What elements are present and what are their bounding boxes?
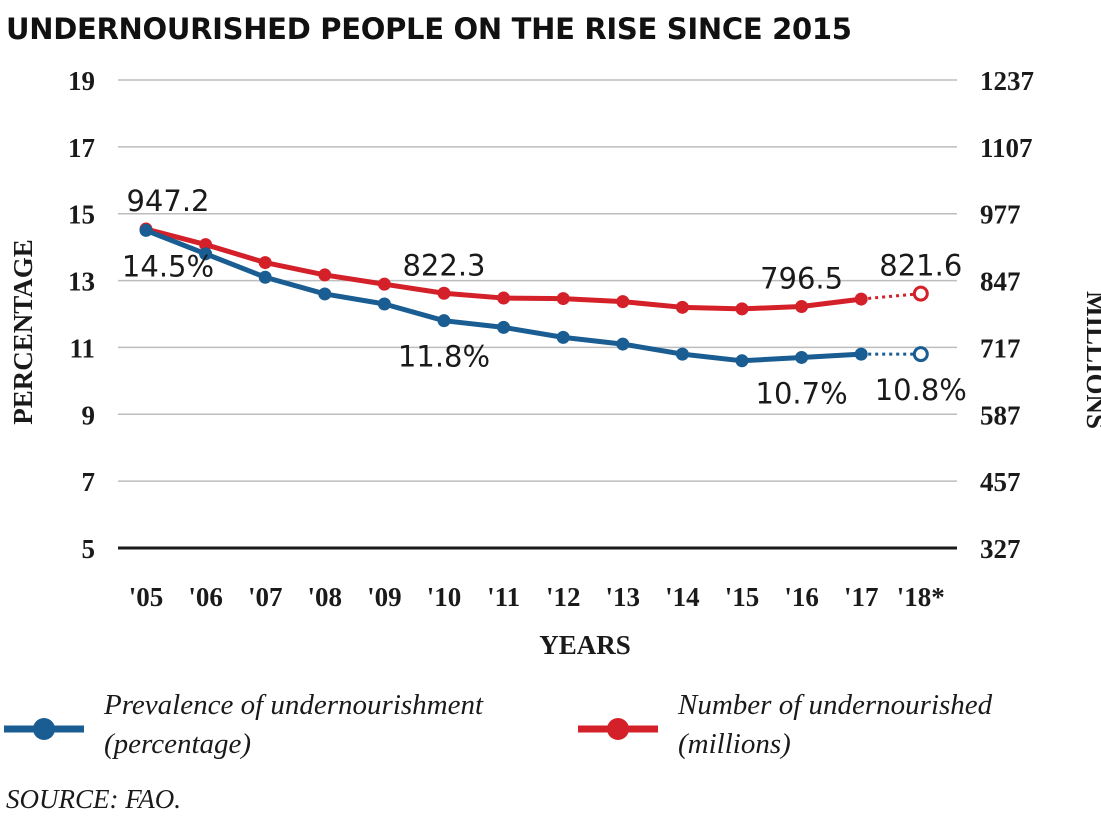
data-point	[735, 302, 749, 316]
legend-line: Prevalence of undernourishment	[104, 689, 484, 721]
y-left-tick-label: 17	[68, 133, 95, 163]
data-label: 10.8%	[875, 373, 967, 407]
grid-lines	[118, 79, 957, 550]
series-lines	[139, 222, 929, 368]
x-tick-label: '16	[784, 582, 819, 612]
legend-text-number: Number of undernourished (millions)	[678, 686, 992, 764]
x-tick-label: '06	[188, 582, 223, 612]
x-tick-label: '07	[248, 582, 283, 612]
legend-line: (millions)	[678, 728, 791, 760]
x-tick-label: '05	[129, 582, 164, 612]
x-tick-label: '15	[725, 582, 760, 612]
y-right-tick-label: 457	[980, 467, 1021, 497]
data-point	[497, 291, 511, 305]
y-left-tick-label: 11	[69, 333, 95, 363]
x-tick-label: '09	[367, 582, 402, 612]
data-point	[318, 268, 332, 282]
y-right-tick-label: 1107	[980, 133, 1033, 163]
x-tick-label: '14	[665, 582, 700, 612]
legend-dot-marker	[33, 718, 55, 740]
data-point	[318, 287, 332, 301]
y-axis-left-title: PERCENTAGE	[8, 239, 38, 425]
data-labels: 947.2 822.3 796.5 821.6 14.5% 11.8% 10.7% 10.8%	[122, 184, 967, 410]
data-point	[556, 330, 570, 344]
y-left-tick-label: 7	[82, 467, 96, 497]
data-point	[854, 347, 868, 361]
data-point	[199, 247, 213, 261]
axis-ticks: 19 1237 17 1107 15 977 13 847 11 717 9 587 7 457 5 327 '…	[68, 66, 1034, 612]
data-label: 10.7%	[756, 376, 848, 410]
data-point	[616, 295, 630, 309]
data-label: 14.5%	[122, 249, 214, 283]
data-point	[437, 286, 451, 300]
y-right-tick-label: 977	[980, 200, 1021, 230]
y-left-tick-label: 9	[82, 400, 96, 430]
y-right-tick-label: 847	[980, 267, 1021, 297]
data-point	[556, 292, 570, 306]
x-axis-title: YEARS	[539, 630, 631, 660]
legend-line: Number of undernourished	[678, 689, 993, 721]
y-right-tick-label: 1237	[980, 66, 1034, 96]
data-label: 796.5	[760, 262, 843, 296]
data-label: 947.2	[126, 184, 209, 218]
legend-dot-marker	[607, 718, 629, 740]
x-tick-label: '17	[844, 582, 879, 612]
x-tick-label: '11	[487, 582, 520, 612]
data-point	[616, 337, 630, 351]
chart-title: UNDERNOURISHED PEOPLE ON THE RISE SINCE …	[6, 12, 852, 46]
data-point	[497, 320, 511, 334]
data-point	[854, 292, 868, 306]
data-point-projected	[912, 285, 929, 302]
data-point	[795, 350, 809, 364]
y-right-tick-label: 327	[980, 534, 1021, 564]
y-axis-right-title: MILLIONS	[1081, 291, 1101, 429]
x-tick-label: '08	[308, 582, 343, 612]
data-point	[258, 270, 272, 284]
source-note: SOURCE: FAO.	[6, 784, 181, 814]
y-right-tick-label: 587	[980, 400, 1021, 430]
data-point	[377, 277, 391, 291]
y-left-tick-label: 5	[82, 534, 96, 564]
data-label: 11.8%	[398, 340, 490, 374]
x-tick-label: '12	[546, 582, 581, 612]
data-point	[437, 314, 451, 328]
y-left-tick-label: 13	[68, 267, 95, 297]
legend-text-prevalence: Prevalence of undernourishment (percenta…	[104, 686, 483, 764]
series-line-projection	[861, 292, 921, 301]
data-point	[735, 354, 749, 368]
data-point	[795, 300, 809, 314]
data-point	[675, 300, 689, 314]
data-point	[377, 297, 391, 311]
data-point	[675, 347, 689, 361]
data-label: 821.6	[879, 249, 962, 283]
data-point-projected	[912, 346, 929, 363]
data-label: 822.3	[402, 248, 485, 282]
y-right-tick-label: 717	[980, 333, 1021, 363]
y-left-tick-label: 19	[68, 66, 95, 96]
y-left-tick-label: 15	[68, 200, 95, 230]
data-point	[199, 238, 213, 252]
legend	[4, 718, 658, 740]
x-tick-label: '10	[427, 582, 462, 612]
legend-line: (percentage)	[104, 728, 252, 760]
data-point	[139, 223, 153, 237]
data-point	[258, 256, 272, 270]
x-tick-label: '18*	[897, 582, 945, 612]
x-tick-label: '13	[606, 582, 641, 612]
